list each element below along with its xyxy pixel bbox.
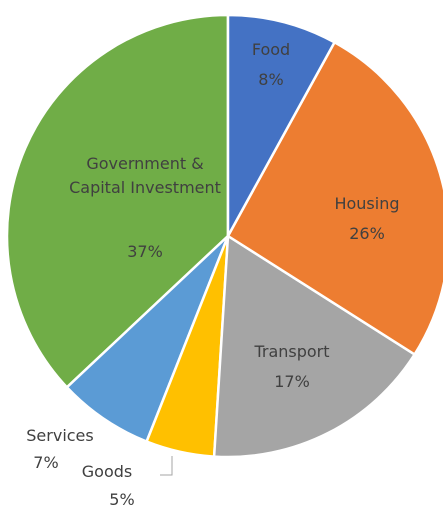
value-label: 37% [127,242,163,261]
value-label: 5% [109,490,135,509]
pie-slice [226,13,337,237]
value-label: 7% [33,453,59,472]
category-label: Food [251,40,291,59]
category-label: Goods [81,462,133,481]
category-label: Housing [334,194,400,213]
value-label: 26% [349,224,385,243]
leader-line [160,456,173,476]
category-label: Transport [254,342,330,361]
pie-slice [212,233,417,459]
pie-slice [226,40,443,357]
pie-slice [5,13,230,390]
category-label: Services [26,426,94,445]
category-label: Government & Capital Investment [69,154,221,197]
value-label: 8% [258,70,284,89]
value-label: 17% [274,372,310,391]
